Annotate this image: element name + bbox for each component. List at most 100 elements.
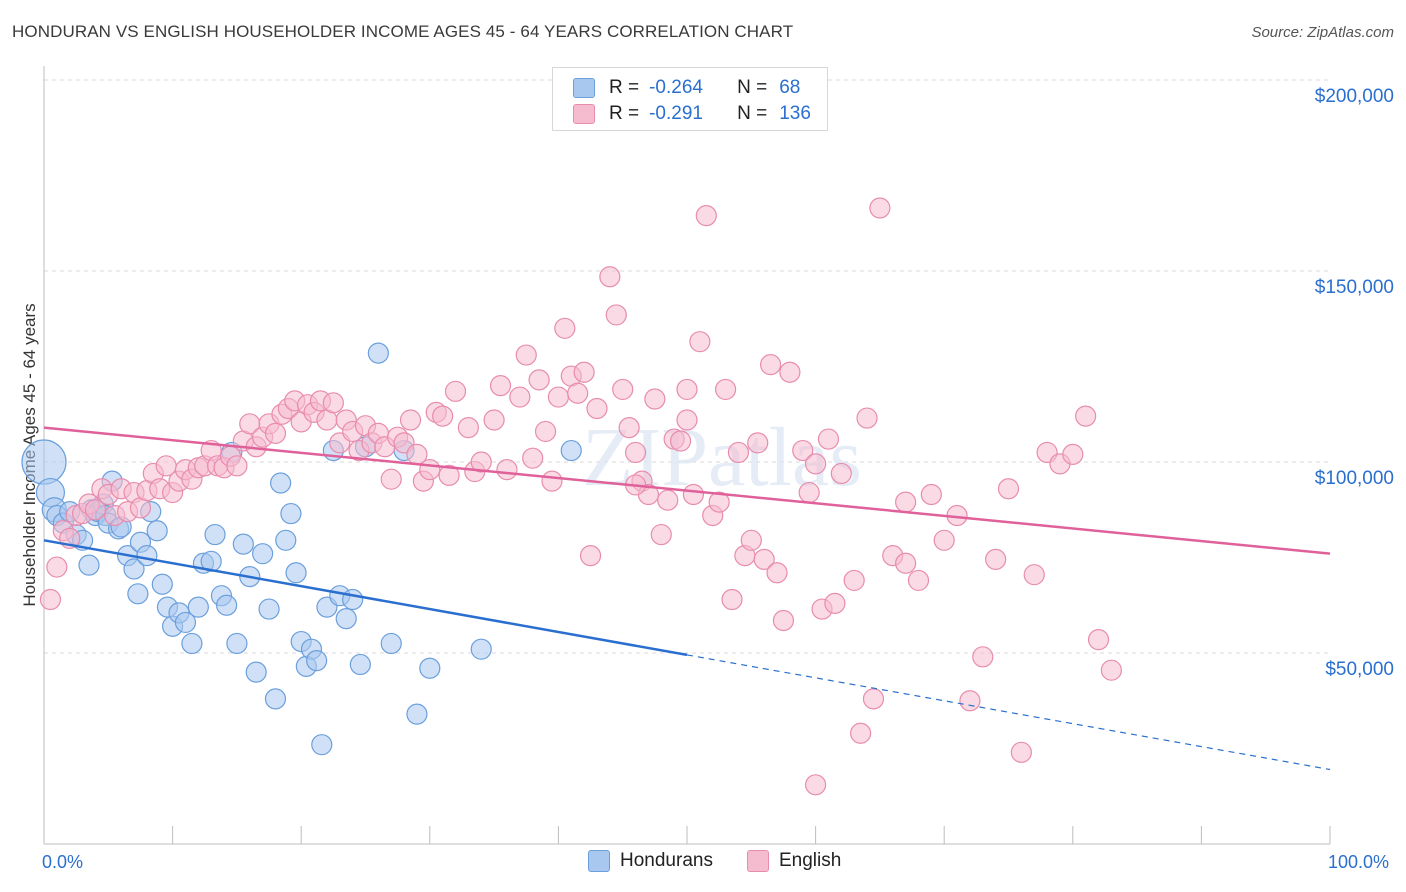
data-point-english	[84, 499, 107, 521]
legend-item-english[interactable]: English	[746, 850, 842, 872]
y-tick-label: $50,000	[1325, 659, 1394, 680]
data-point-english	[399, 409, 422, 431]
data-point-hondurans	[204, 523, 226, 546]
data-point-english	[997, 478, 1020, 500]
data-point-english	[39, 588, 62, 611]
data-point-english	[264, 422, 287, 444]
data-point-hondurans	[245, 661, 267, 683]
data-point-hondurans	[181, 632, 203, 655]
data-point-hondurans	[285, 562, 307, 584]
data-point-english	[708, 491, 730, 513]
data-point-english	[850, 722, 872, 744]
legend-n-value: 68	[779, 77, 801, 98]
data-point-english	[920, 483, 942, 506]
data-point-english	[567, 382, 589, 404]
data-point-english	[1010, 741, 1032, 763]
data-point-english	[792, 439, 814, 462]
trend-line-extension-hondurans	[686, 654, 1331, 771]
data-point-english	[599, 266, 621, 288]
legend-swatch-hondurans	[588, 850, 610, 872]
data-point-english	[380, 468, 402, 490]
data-point-hondurans	[306, 650, 328, 672]
data-point-hondurans	[21, 439, 67, 485]
data-point-hondurans	[367, 342, 389, 364]
data-point-english	[322, 392, 344, 414]
data-point-hondurans	[270, 472, 292, 494]
data-point-english	[1062, 443, 1084, 465]
data-point-hondurans	[123, 558, 145, 580]
data-point-english	[618, 417, 640, 439]
data-point-english	[669, 430, 692, 452]
data-point-english	[747, 432, 769, 454]
trend-line-english	[43, 426, 1331, 555]
data-point-english	[541, 470, 563, 492]
legend-r-value: -0.264	[649, 77, 703, 98]
legend-item-hondurans[interactable]: Hondurans	[588, 850, 713, 872]
data-point-hondurans	[146, 520, 168, 542]
data-point-english	[753, 548, 775, 571]
data-point-english	[721, 588, 743, 611]
data-point-hondurans	[560, 439, 582, 462]
data-point-english	[676, 378, 698, 401]
legend-swatch-english	[746, 850, 769, 872]
correlation-legend: R = -0.264 N = 68 R = -0.291 N = 136	[552, 67, 828, 131]
data-point-english	[695, 205, 717, 227]
legend-r-label: R =	[609, 103, 640, 124]
data-point-english	[509, 386, 531, 408]
data-point-hondurans	[187, 596, 209, 618]
data-point-hondurans	[419, 657, 441, 679]
data-point-english	[534, 420, 557, 443]
legend-n-label: N =	[737, 77, 768, 98]
data-point-english	[830, 462, 852, 485]
data-point-english	[959, 690, 981, 712]
data-point-english	[612, 378, 634, 401]
data-point-english	[1023, 564, 1045, 586]
data-point-hondurans	[216, 594, 238, 616]
data-point-english	[933, 529, 955, 551]
y-tick-label: $150,000	[1314, 277, 1394, 298]
data-point-english	[817, 428, 840, 450]
data-point-english	[489, 375, 512, 397]
y-tick-label: $100,000	[1314, 468, 1394, 489]
data-point-english	[727, 441, 750, 464]
data-point-english	[682, 483, 705, 506]
data-point-english	[759, 353, 782, 376]
data-point-english	[226, 455, 248, 477]
data-point-english	[573, 361, 595, 383]
data-point-english	[714, 378, 737, 401]
data-point-english	[862, 688, 885, 710]
data-point-english	[1087, 629, 1110, 651]
x-tick-label: 0.0%	[42, 852, 84, 872]
data-point-english	[772, 609, 795, 632]
data-point-english	[824, 592, 846, 614]
legend-r-label: R =	[609, 77, 640, 98]
data-point-english	[650, 523, 672, 546]
data-point-english	[804, 774, 827, 796]
data-point-english	[985, 548, 1007, 571]
data-point-english	[444, 380, 467, 402]
data-point-english	[457, 417, 479, 439]
chart-source: Source: ZipAtlas.com	[1251, 24, 1394, 41]
data-point-english	[972, 646, 994, 668]
trend-line-hondurans	[43, 539, 688, 657]
chart-title: HONDURAN VS ENGLISH HOUSEHOLDER INCOME A…	[12, 22, 794, 41]
data-point-english	[46, 556, 68, 578]
data-point-english	[579, 544, 602, 567]
legend-r-value: -0.291	[649, 103, 703, 124]
data-point-english	[869, 197, 891, 219]
data-point-hondurans	[380, 632, 402, 655]
data-point-hondurans	[78, 554, 100, 576]
data-point-english	[419, 459, 441, 481]
legend-row-hondurans: R = -0.264 N = 68	[573, 76, 800, 100]
data-point-hondurans	[136, 544, 158, 567]
data-point-english	[843, 569, 865, 592]
legend-label-english: English	[778, 850, 842, 871]
data-point-hondurans	[342, 588, 364, 611]
data-point-english	[657, 489, 679, 511]
data-point-hondurans	[252, 543, 274, 565]
data-point-hondurans	[335, 608, 357, 630]
data-point-hondurans	[406, 703, 428, 725]
data-point-hondurans	[349, 653, 371, 676]
y-tick-label: $200,000	[1314, 86, 1394, 107]
